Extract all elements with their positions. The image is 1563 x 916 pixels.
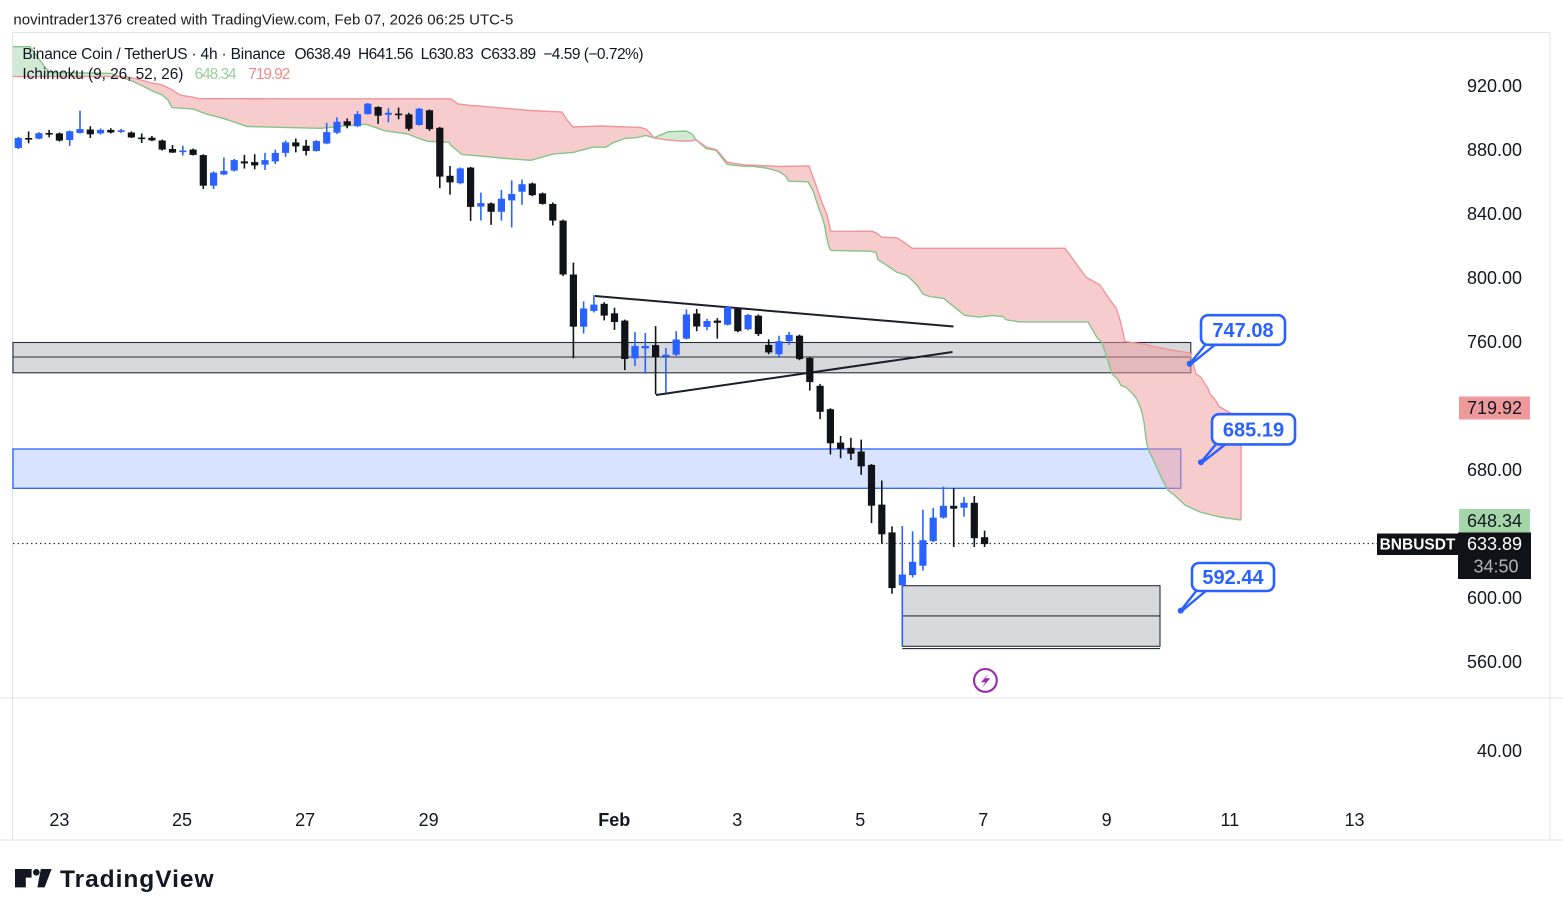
svg-text:23: 23 [49,810,69,830]
svg-text:13: 13 [1344,810,1364,830]
svg-text:29: 29 [419,810,439,830]
svg-text:685.19: 685.19 [1223,419,1284,441]
svg-text:25: 25 [172,810,192,830]
svg-text:920.00: 920.00 [1467,76,1522,96]
svg-text:592.44: 592.44 [1202,567,1264,589]
svg-text:40.00: 40.00 [1477,741,1522,761]
svg-text:3: 3 [732,810,742,830]
svg-text:TradingView: TradingView [60,866,214,893]
svg-text:680.00: 680.00 [1467,460,1522,480]
svg-text:840.00: 840.00 [1467,204,1522,224]
svg-text:560.00: 560.00 [1467,652,1522,672]
svg-text:BNBUSDT: BNBUSDT [1380,537,1456,554]
svg-text:648.34: 648.34 [195,66,237,83]
svg-text:7: 7 [978,810,988,830]
svg-text:Binance Coin / TetherUS · 4h ·: Binance Coin / TetherUS · 4h · Binance [22,46,285,63]
svg-text:O638.49 H641.56 L630.83 C63: O638.49 H641.56 L630.83 C633.89 −4.59 (−… [295,46,644,63]
svg-text:648.34: 648.34 [1467,511,1522,531]
svg-text:novintrader1376 created with T: novintrader1376 created with TradingView… [13,12,513,29]
svg-text:11: 11 [1221,810,1240,830]
svg-text:27: 27 [295,810,315,830]
svg-text:880.00: 880.00 [1467,140,1522,160]
svg-text:9: 9 [1102,810,1112,830]
svg-text:760.00: 760.00 [1467,332,1522,352]
svg-text:719.92: 719.92 [248,66,290,83]
svg-text:Ichimoku (9, 26, 52, 26): Ichimoku (9, 26, 52, 26) [22,66,183,83]
svg-text:Feb: Feb [598,810,630,830]
svg-text:633.89: 633.89 [1467,534,1522,554]
svg-text:34:50: 34:50 [1473,557,1518,577]
svg-text:719.92: 719.92 [1467,398,1522,418]
svg-text:747.08: 747.08 [1212,320,1273,342]
svg-text:600.00: 600.00 [1467,588,1522,608]
svg-text:5: 5 [855,810,865,830]
svg-text:800.00: 800.00 [1467,268,1522,288]
